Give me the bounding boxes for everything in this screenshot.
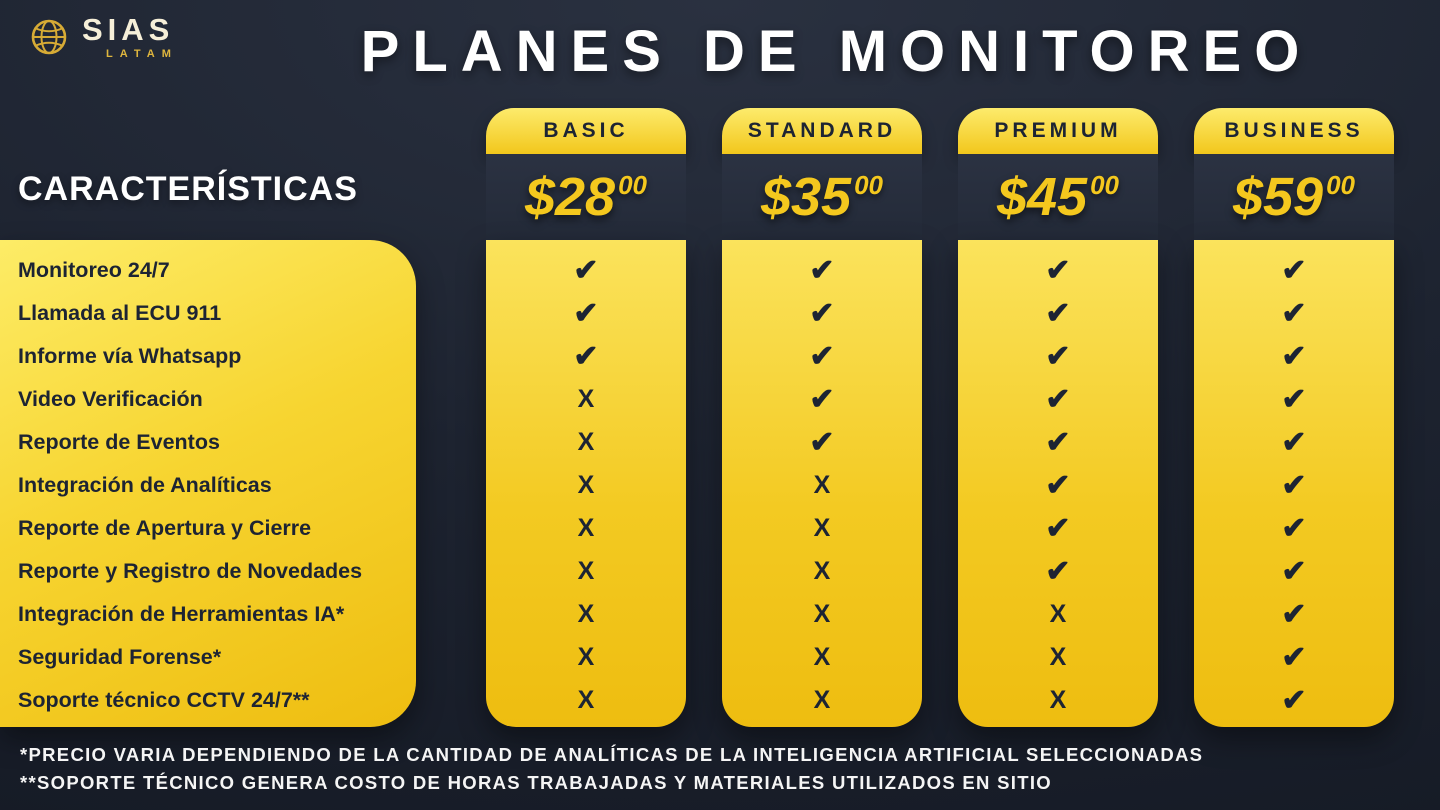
price-value: $28 00	[525, 170, 647, 224]
mark-cell: ✔	[809, 254, 835, 287]
mark-cell: ✔	[1045, 512, 1071, 545]
mark-cell: ✔	[1045, 340, 1071, 373]
feature-label: Soporte técnico CCTV 24/7**	[18, 688, 310, 712]
mark-cell: ✔	[1281, 512, 1307, 545]
footnote-line: **SOPORTE TÉCNICO GENERA COSTO DE HORAS …	[20, 772, 1052, 793]
price-cents: 00	[1090, 170, 1120, 200]
feature-label: Reporte de Eventos	[18, 430, 220, 454]
mark-cell: X	[577, 428, 595, 456]
price-main: $28	[524, 167, 616, 227]
mark-cell: ✔	[1281, 641, 1307, 674]
mark-cell: X	[813, 514, 831, 542]
feature-label: Integración de Analíticas	[18, 473, 272, 497]
plan-body: ✔ ✔ ✔ ✔ ✔ ✔ ✔ ✔ ✔ ✔ ✔	[1194, 240, 1394, 727]
mark-cell: ✔	[1281, 684, 1307, 717]
mark-cell: ✔	[1045, 555, 1071, 588]
mark-cell: X	[813, 686, 831, 714]
plan-price: $28 00	[486, 154, 686, 240]
mark-cell: ✔	[1281, 383, 1307, 416]
logo-text: SIAS LATAM	[82, 14, 178, 60]
mark-cell: ✔	[809, 297, 835, 330]
price-cents: 00	[1326, 170, 1356, 200]
plan-body: ✔ ✔ ✔ X X X X X X X X	[486, 240, 686, 727]
features-list: Monitoreo 24/7 Llamada al ECU 911 Inform…	[0, 240, 416, 727]
plan-column-premium: PREMIUM $45 00 ✔ ✔ ✔ ✔ ✔ ✔ ✔ ✔ X X X	[958, 108, 1158, 727]
feature-label: Seguridad Forense*	[18, 645, 222, 669]
mark-cell: ✔	[809, 383, 835, 416]
mark-cell: ✔	[1045, 469, 1071, 502]
footnote-line: *PRECIO VARIA DEPENDIENDO DE LA CANTIDAD…	[20, 744, 1204, 765]
feature-label: Video Verificación	[18, 387, 203, 411]
mark-cell: X	[1049, 686, 1067, 714]
plan-column-basic: BASIC $28 00 ✔ ✔ ✔ X X X X X X X X	[486, 108, 686, 727]
mark-cell: X	[813, 471, 831, 499]
plan-price: $59 00	[1194, 154, 1394, 240]
mark-cell: ✔	[1281, 254, 1307, 287]
mark-cell: X	[1049, 600, 1067, 628]
mark-cell: ✔	[1281, 598, 1307, 631]
mark-cell: ✔	[1281, 297, 1307, 330]
price-value: $45 00	[997, 170, 1119, 224]
mark-cell: ✔	[1045, 383, 1071, 416]
brand-subtitle: LATAM	[106, 48, 178, 60]
plan-name: BUSINESS	[1194, 108, 1394, 154]
feature-label: Informe vía Whatsapp	[18, 344, 242, 368]
mark-cell: X	[577, 471, 595, 499]
mark-cell: X	[577, 514, 595, 542]
plan-name: BASIC	[486, 108, 686, 154]
mark-cell: X	[1049, 643, 1067, 671]
mark-cell: ✔	[573, 340, 599, 373]
mark-cell: X	[577, 686, 595, 714]
plan-name: STANDARD	[722, 108, 922, 154]
mark-cell: X	[813, 600, 831, 628]
mark-cell: ✔	[573, 297, 599, 330]
feature-label: Reporte de Apertura y Cierre	[18, 516, 312, 540]
mark-cell: X	[577, 643, 595, 671]
logo: SIAS LATAM	[26, 14, 178, 60]
feature-label: Monitoreo 24/7	[18, 258, 170, 282]
feature-label: Integración de Herramientas IA*	[18, 602, 345, 626]
mark-cell: ✔	[1281, 555, 1307, 588]
mark-cell: ✔	[1045, 254, 1071, 287]
feature-label: Reporte y Registro de Novedades	[18, 559, 363, 583]
plan-column-standard: STANDARD $35 00 ✔ ✔ ✔ ✔ ✔ X X X X X X	[722, 108, 922, 727]
mark-cell: X	[577, 600, 595, 628]
plan-body: ✔ ✔ ✔ ✔ ✔ X X X X X X	[722, 240, 922, 727]
page-title: PLANES DE MONITOREO	[360, 19, 1313, 84]
mark-cell: ✔	[1045, 426, 1071, 459]
globe-icon	[31, 19, 67, 55]
price-cents: 00	[618, 170, 648, 200]
feature-label: Llamada al ECU 911	[18, 301, 222, 325]
plan-price: $45 00	[958, 154, 1158, 240]
mark-cell: ✔	[1281, 340, 1307, 373]
price-main: $59	[1232, 167, 1324, 227]
footnotes: *PRECIO VARIA DEPENDIENDO DE LA CANTIDAD…	[20, 741, 1203, 797]
mark-cell: X	[813, 557, 831, 585]
mark-cell: ✔	[1281, 469, 1307, 502]
plan-price: $35 00	[722, 154, 922, 240]
plan-body: ✔ ✔ ✔ ✔ ✔ ✔ ✔ ✔ X X X	[958, 240, 1158, 727]
mark-cell: ✔	[573, 254, 599, 287]
mark-cell: X	[813, 643, 831, 671]
mark-cell: ✔	[809, 426, 835, 459]
mark-cell: X	[577, 385, 595, 413]
price-cents: 00	[854, 170, 884, 200]
mark-cell: ✔	[1045, 297, 1071, 330]
price-main: $45	[996, 167, 1088, 227]
mark-cell: X	[577, 557, 595, 585]
price-main: $35	[760, 167, 852, 227]
price-value: $59 00	[1233, 170, 1355, 224]
brand-name: SIAS	[82, 12, 175, 47]
plan-name: PREMIUM	[958, 108, 1158, 154]
plan-columns: BASIC $28 00 ✔ ✔ ✔ X X X X X X X X	[486, 108, 1394, 727]
plan-column-business: BUSINESS $59 00 ✔ ✔ ✔ ✔ ✔ ✔ ✔ ✔ ✔ ✔ ✔	[1194, 108, 1394, 727]
mark-cell: ✔	[809, 340, 835, 373]
features-heading: CARACTERÍSTICAS	[18, 170, 358, 208]
mark-cell: ✔	[1281, 426, 1307, 459]
price-value: $35 00	[761, 170, 883, 224]
